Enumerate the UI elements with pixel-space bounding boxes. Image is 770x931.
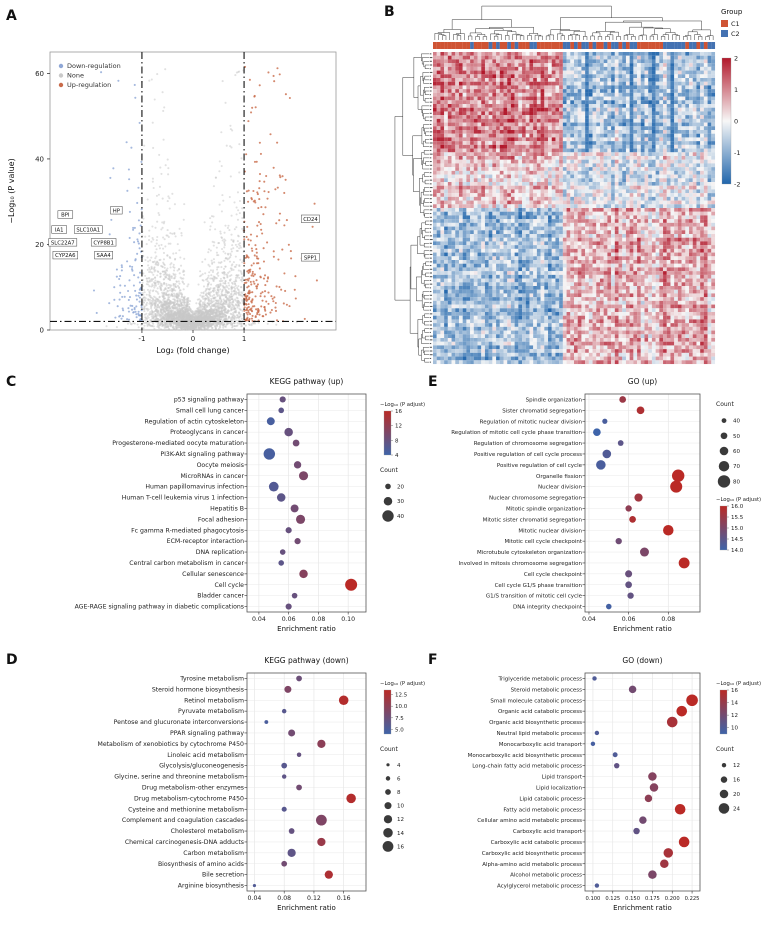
svg-text:0: 0 <box>40 327 44 335</box>
svg-text:SLC10A1: SLC10A1 <box>76 227 100 233</box>
panel-label-d: D <box>6 652 18 668</box>
svg-text:CYP8B1: CYP8B1 <box>93 240 113 246</box>
svg-text:None: None <box>67 72 84 80</box>
svg-text:SLC22A7: SLC22A7 <box>51 240 75 246</box>
svg-text:IA1: IA1 <box>55 227 64 233</box>
svg-text:−Log₁₀ (P value): −Log₁₀ (P value) <box>7 158 16 223</box>
go-down-dotplot: GO (down)Triglyceride metabolic processS… <box>468 656 762 912</box>
svg-text:Down-regulation: Down-regulation <box>67 62 121 70</box>
svg-text:60: 60 <box>35 70 44 78</box>
panel-label-f: F <box>428 652 438 668</box>
svg-text:SAA4: SAA4 <box>97 253 112 259</box>
svg-text:40: 40 <box>35 155 44 163</box>
svg-text:0: 0 <box>191 335 195 343</box>
volcano-plot: 0 20 40 60 -1 0 1 Log₂ (fold change) −Log₁₀ (P v… <box>7 51 337 355</box>
svg-text:SPP1: SPP1 <box>304 255 317 261</box>
svg-text:-1: -1 <box>138 335 145 343</box>
panel-label-b: B <box>384 4 395 20</box>
kegg-down-dotplot: KEGG pathway (down)Tyrosine metabolismSt… <box>97 656 425 912</box>
svg-text:BPI: BPI <box>61 213 70 219</box>
svg-text:HP: HP <box>113 208 121 214</box>
svg-text:Log₂ (fold change): Log₂ (fold change) <box>156 346 229 355</box>
panel-label-a: A <box>6 8 17 24</box>
svg-text:CD24: CD24 <box>303 217 318 223</box>
svg-text:1: 1 <box>242 335 246 343</box>
svg-text:20: 20 <box>35 241 44 249</box>
svg-text:CYP2A6: CYP2A6 <box>55 253 76 259</box>
kegg-up-dotplot: KEGG pathway (up)p53 signaling pathwaySm… <box>75 377 426 633</box>
panel-label-e: E <box>428 374 438 390</box>
panel-label-c: C <box>6 374 17 390</box>
svg-text:Up-regulation: Up-regulation <box>67 81 111 89</box>
